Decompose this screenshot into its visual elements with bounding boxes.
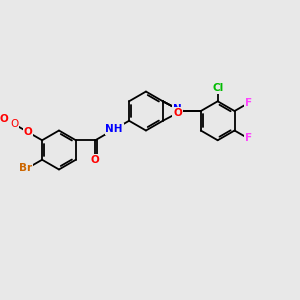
Text: F: F (245, 133, 252, 143)
Text: N: N (173, 104, 182, 114)
Text: F: F (245, 98, 252, 108)
Text: O: O (10, 119, 18, 129)
Text: O: O (23, 127, 32, 137)
Text: O: O (173, 108, 182, 118)
Text: Cl: Cl (212, 83, 223, 93)
Text: O: O (0, 114, 8, 124)
Text: NH: NH (105, 124, 123, 134)
Text: Br: Br (19, 163, 32, 172)
Text: O: O (91, 155, 100, 165)
